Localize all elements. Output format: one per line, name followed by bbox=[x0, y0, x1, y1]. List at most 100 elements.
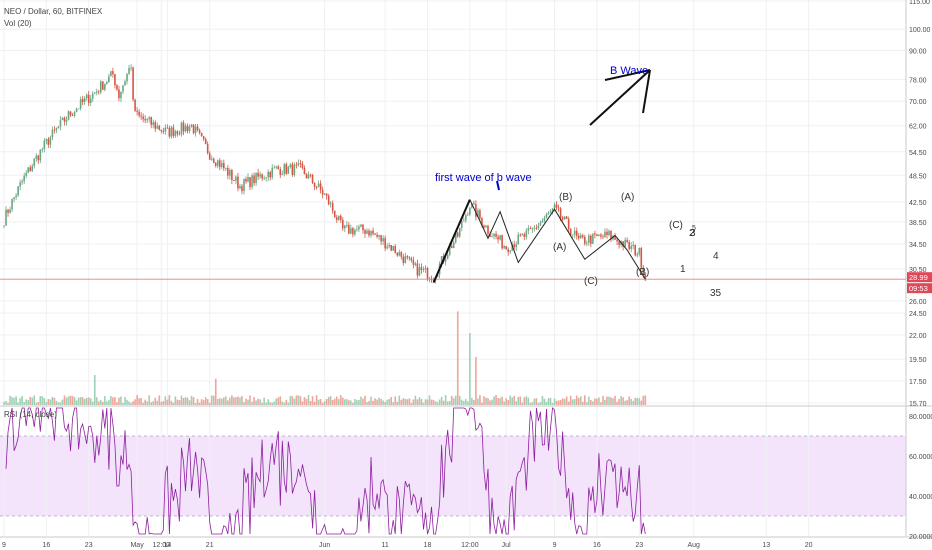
candle-body bbox=[497, 236, 499, 240]
price-tick-label: 48.50 bbox=[909, 173, 927, 180]
volume-bar bbox=[287, 402, 290, 405]
volume-bar bbox=[303, 397, 306, 405]
volume-bar bbox=[218, 398, 221, 405]
volume-bar bbox=[448, 400, 451, 405]
candle-body bbox=[130, 67, 132, 69]
volume-bar bbox=[180, 395, 183, 405]
candle-body bbox=[7, 209, 9, 213]
volume-bar bbox=[358, 399, 360, 405]
candle-body bbox=[95, 91, 98, 93]
volume-bar bbox=[634, 397, 637, 405]
candle-body bbox=[531, 228, 534, 230]
volume-bar bbox=[636, 398, 639, 405]
candle-body bbox=[406, 256, 409, 258]
candle-body bbox=[124, 81, 126, 86]
candle-body bbox=[313, 182, 316, 188]
volume-bar bbox=[497, 398, 499, 405]
rsi-band bbox=[0, 436, 906, 516]
volume-bar bbox=[35, 402, 38, 405]
candle-body bbox=[348, 224, 350, 234]
volume-bar bbox=[150, 402, 153, 405]
candle-body bbox=[370, 230, 372, 236]
candle-body bbox=[120, 91, 122, 99]
volume-bar bbox=[166, 399, 169, 405]
x-tick-label: 11 bbox=[382, 542, 389, 549]
candle-body bbox=[364, 230, 366, 234]
last-price-tag bbox=[907, 272, 932, 283]
volume-bar bbox=[606, 396, 608, 405]
volume-bar bbox=[402, 398, 405, 405]
volume-bar bbox=[208, 402, 211, 405]
volume-bar bbox=[581, 401, 584, 405]
candle-body bbox=[126, 73, 128, 82]
volume-bar bbox=[628, 396, 630, 405]
candle-body bbox=[614, 235, 616, 240]
volume-bar bbox=[569, 395, 572, 405]
volume-bar bbox=[116, 402, 118, 405]
rsi-tick-label: 20.0000 bbox=[909, 534, 932, 541]
candle-body bbox=[630, 245, 632, 249]
volume-bar bbox=[108, 400, 110, 405]
volume-bar bbox=[223, 397, 225, 405]
candle-body bbox=[287, 166, 290, 174]
wave-impulse-line bbox=[432, 199, 471, 284]
volume-bar bbox=[210, 395, 213, 405]
volume-bar bbox=[106, 401, 108, 405]
x-tick-label: 23 bbox=[635, 542, 643, 549]
wave-annotation: first wave of b wave bbox=[435, 172, 532, 184]
x-tick-label: May bbox=[130, 542, 144, 549]
price-tick-label: 24.50 bbox=[909, 311, 927, 318]
volume-bar bbox=[348, 400, 350, 405]
volume-bar bbox=[499, 398, 501, 405]
candle-body bbox=[555, 204, 558, 208]
candle-body bbox=[384, 238, 386, 249]
volume-bar bbox=[325, 398, 328, 405]
candle-body bbox=[416, 263, 419, 276]
candle-body bbox=[281, 173, 284, 175]
volume-bar bbox=[616, 401, 618, 405]
volume-bar bbox=[549, 397, 552, 405]
volume-bar bbox=[162, 401, 165, 405]
candle-body bbox=[467, 214, 469, 216]
candle-body bbox=[622, 241, 624, 247]
candle-body bbox=[515, 244, 518, 248]
candle-body bbox=[501, 235, 503, 249]
volume-bar bbox=[333, 398, 336, 405]
candle-body bbox=[636, 254, 639, 256]
volume-bar bbox=[164, 396, 167, 405]
candle-body bbox=[63, 117, 66, 122]
candle-body bbox=[489, 233, 491, 237]
volume-bar bbox=[297, 395, 300, 405]
volume-bar bbox=[295, 395, 298, 405]
candle-body bbox=[547, 212, 550, 215]
candle-body bbox=[523, 234, 526, 237]
volume-bar bbox=[269, 402, 271, 405]
candle-body bbox=[93, 92, 96, 94]
candle-body bbox=[106, 82, 108, 84]
price-tick-label: 26.00 bbox=[909, 299, 927, 306]
volume-bar bbox=[233, 397, 235, 405]
candle-body bbox=[342, 219, 344, 229]
volume-bar bbox=[388, 399, 390, 405]
candle-body bbox=[166, 127, 169, 129]
volume-bar bbox=[194, 402, 197, 405]
volume-bar bbox=[432, 399, 435, 405]
candle-body bbox=[275, 166, 278, 168]
volume-bar bbox=[571, 399, 574, 405]
candle-body bbox=[138, 111, 140, 116]
candle-body bbox=[616, 239, 618, 242]
candle-body bbox=[305, 174, 308, 179]
candle-body bbox=[517, 234, 520, 245]
price-tick-label: 100.00 bbox=[909, 27, 931, 34]
candle-body bbox=[535, 227, 538, 229]
candle-body bbox=[567, 218, 570, 229]
volume-bar bbox=[416, 399, 419, 405]
candle-body bbox=[140, 115, 142, 117]
volume-bar bbox=[541, 396, 544, 405]
candle-body bbox=[579, 235, 582, 239]
candle-body bbox=[3, 225, 5, 227]
candle-body bbox=[204, 139, 207, 144]
x-tick-label: 9 bbox=[553, 542, 557, 549]
volume-bar bbox=[132, 401, 134, 405]
volume-bar bbox=[529, 402, 532, 405]
